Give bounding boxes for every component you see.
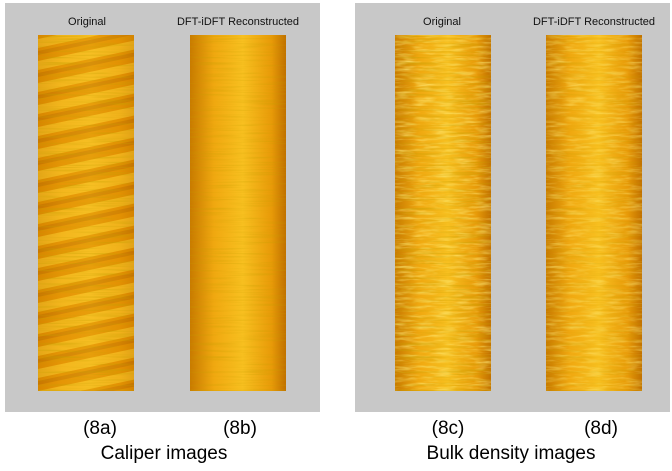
panel: Original DFT-iDFT Reconstructed (355, 3, 670, 412)
image-label: Original (423, 16, 461, 28)
image-label: Original (68, 16, 106, 28)
image-label: DFT-iDFT Reconstructed (177, 16, 299, 28)
caption: Caliper images (101, 443, 228, 465)
sub-caption: (8a) (83, 418, 117, 440)
image-strip (38, 35, 134, 391)
sub-caption: (8c) (432, 418, 465, 440)
sub-caption: (8d) (584, 418, 618, 440)
caption: Bulk density images (427, 443, 596, 465)
sub-caption: (8b) (223, 418, 257, 440)
image-label: DFT-iDFT Reconstructed (533, 16, 655, 28)
figure: Original DFT-iDFT Reconstructed Original… (0, 0, 672, 471)
image-strip (190, 35, 286, 391)
image-strip (546, 35, 642, 391)
panel: Original DFT-iDFT Reconstructed (5, 3, 320, 412)
image-strip (395, 35, 491, 391)
